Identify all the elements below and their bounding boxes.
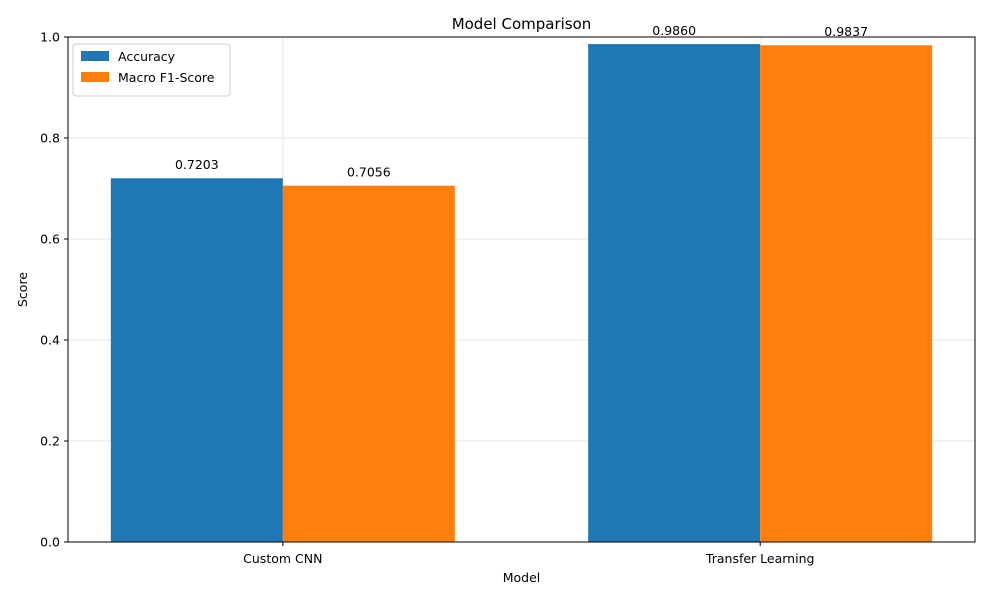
data-label: 0.9837 bbox=[824, 24, 868, 39]
y-axis-ticks: 0.0 0.2 0.4 0.6 0.8 1.0 bbox=[40, 30, 68, 550]
bars bbox=[110, 44, 933, 542]
legend-label: Macro F1-Score bbox=[118, 70, 215, 85]
x-axis-label: Model bbox=[503, 570, 541, 585]
chart-title: Model Comparison bbox=[452, 15, 592, 33]
y-tick-label: 0.0 bbox=[40, 535, 60, 550]
bar bbox=[282, 185, 455, 542]
y-tick-label: 0.8 bbox=[40, 131, 60, 146]
legend-swatch bbox=[81, 51, 109, 61]
x-tick-label: Transfer Learning bbox=[705, 551, 815, 566]
bar bbox=[760, 45, 933, 542]
bar bbox=[588, 44, 761, 542]
x-axis-ticks: Custom CNN Transfer Learning bbox=[243, 542, 814, 566]
y-axis-label: Score bbox=[15, 272, 30, 307]
legend-label: Accuracy bbox=[118, 49, 176, 64]
y-tick-label: 0.4 bbox=[40, 333, 60, 348]
y-tick-label: 1.0 bbox=[40, 30, 60, 45]
legend-box bbox=[72, 43, 231, 97]
y-tick-label: 0.6 bbox=[40, 232, 60, 247]
plot-frame bbox=[67, 36, 976, 543]
data-label: 0.7203 bbox=[175, 157, 219, 172]
y-tick-label: 0.2 bbox=[40, 434, 60, 449]
data-label: 0.9860 bbox=[652, 23, 696, 38]
bar bbox=[110, 178, 283, 542]
legend: Accuracy Macro F1-Score bbox=[72, 43, 231, 97]
x-tick-label: Custom CNN bbox=[243, 551, 322, 566]
data-labels: 0.7203 0.9860 0.7056 0.9837 bbox=[175, 23, 868, 180]
legend-swatch bbox=[81, 72, 109, 82]
data-label: 0.7056 bbox=[347, 165, 391, 180]
